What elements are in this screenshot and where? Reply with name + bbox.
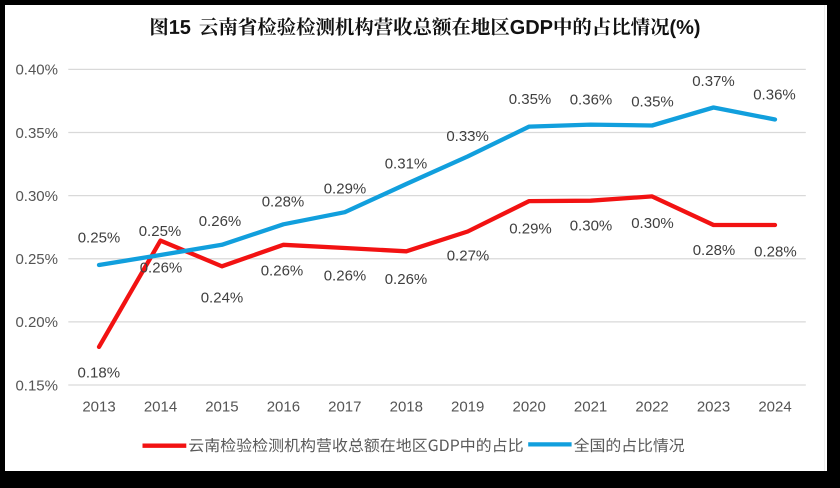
- svg-text:2018: 2018: [390, 398, 423, 415]
- svg-text:0.15%: 0.15%: [15, 377, 58, 394]
- svg-text:0.28%: 0.28%: [693, 242, 736, 259]
- svg-text:0.28%: 0.28%: [754, 244, 797, 261]
- svg-text:0.35%: 0.35%: [631, 94, 674, 111]
- svg-text:2024: 2024: [758, 398, 791, 415]
- svg-text:0.26%: 0.26%: [261, 262, 304, 279]
- svg-text:0.35%: 0.35%: [509, 91, 552, 108]
- svg-text:0.28%: 0.28%: [262, 193, 305, 210]
- svg-text:0.30%: 0.30%: [570, 217, 613, 234]
- svg-text:0.20%: 0.20%: [15, 314, 58, 331]
- svg-text:2020: 2020: [513, 398, 546, 415]
- svg-text:2016: 2016: [267, 398, 300, 415]
- svg-text:2013: 2013: [82, 398, 115, 415]
- svg-text:0.25%: 0.25%: [139, 223, 182, 240]
- svg-text:0.33%: 0.33%: [446, 128, 489, 145]
- svg-text:0.25%: 0.25%: [15, 251, 58, 268]
- svg-text:0.26%: 0.26%: [199, 213, 242, 230]
- svg-text:0.18%: 0.18%: [78, 364, 121, 381]
- svg-text:2019: 2019: [451, 398, 484, 415]
- svg-text:2023: 2023: [697, 398, 730, 415]
- svg-text:0.30%: 0.30%: [631, 215, 674, 232]
- svg-text:0.25%: 0.25%: [78, 230, 121, 247]
- svg-text:2015: 2015: [205, 398, 238, 415]
- svg-text:0.29%: 0.29%: [324, 180, 367, 197]
- svg-text:0.29%: 0.29%: [509, 221, 552, 238]
- svg-text:2021: 2021: [574, 398, 607, 415]
- svg-text:0.24%: 0.24%: [201, 289, 244, 306]
- svg-text:0.36%: 0.36%: [753, 86, 796, 103]
- svg-text:2014: 2014: [144, 398, 177, 415]
- svg-text:0.27%: 0.27%: [447, 247, 490, 264]
- svg-text:0.35%: 0.35%: [15, 125, 58, 142]
- svg-text:0.36%: 0.36%: [570, 91, 613, 108]
- svg-text:0.30%: 0.30%: [15, 188, 58, 205]
- svg-text:2022: 2022: [635, 398, 668, 415]
- svg-text:2017: 2017: [328, 398, 361, 415]
- svg-text:0.26%: 0.26%: [324, 267, 367, 284]
- svg-text:0.26%: 0.26%: [140, 259, 183, 276]
- svg-text:0.40%: 0.40%: [15, 62, 58, 79]
- svg-text:0.31%: 0.31%: [385, 155, 428, 172]
- svg-text:0.26%: 0.26%: [385, 271, 428, 288]
- svg-text:0.37%: 0.37%: [692, 73, 735, 90]
